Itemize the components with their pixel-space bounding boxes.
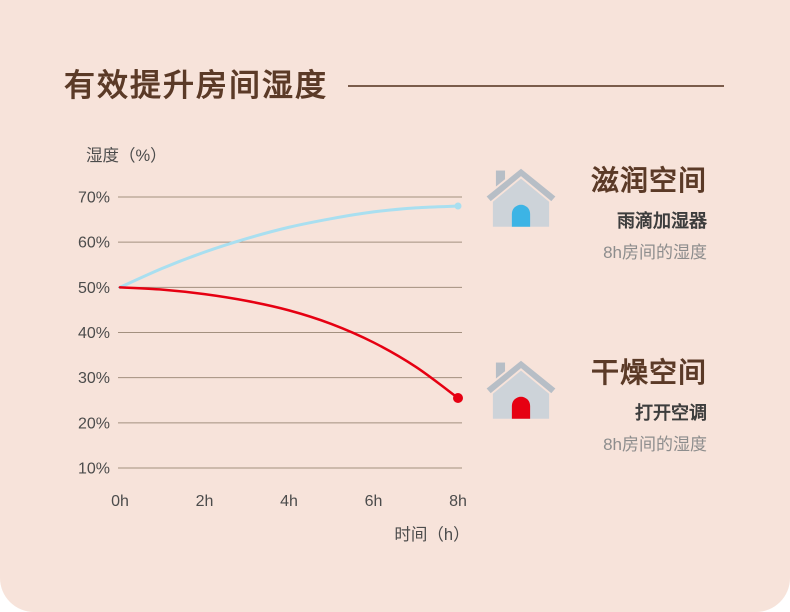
annotation-title: 干燥空间 — [590, 357, 707, 388]
annotation-line1: 打开空调 — [635, 402, 707, 423]
annotation-text: 滋润空间 雨滴加湿器 8h房间的湿度 — [573, 164, 707, 263]
y-tick-label: 50% — [78, 280, 110, 297]
chimney — [495, 362, 506, 383]
annotation-line2: 8h房间的湿度 — [603, 242, 707, 262]
y-tick-label: 60% — [78, 235, 110, 252]
series-end-dot — [454, 202, 462, 210]
x-tick-label: 4h — [280, 493, 298, 510]
x-tick-label: 2h — [196, 493, 214, 510]
y-tick-label: 40% — [78, 325, 110, 342]
y-tick-label: 10% — [78, 461, 110, 478]
house-icon — [483, 358, 559, 419]
house-door-blue — [511, 204, 531, 227]
chimney — [495, 170, 506, 191]
annotation-line2: 8h房间的湿度 — [603, 434, 707, 454]
annotation-humid-space: 滋润空间 雨滴加湿器 8h房间的湿度 — [483, 164, 707, 263]
series-end-dot — [453, 392, 463, 403]
series-line — [118, 286, 460, 400]
x-axis-label: 时间（h） — [394, 525, 469, 544]
house-roof — [483, 358, 559, 396]
page-title: 有效提升房间湿度 — [64, 68, 328, 103]
annotation-text: 干燥空间 打开空调 8h房间的湿度 — [573, 356, 707, 455]
y-tick-label: 20% — [78, 415, 110, 432]
title-rule — [348, 84, 724, 87]
house-door-red — [511, 396, 531, 419]
humidity-chart-svg: 70% 60% 50% 40% 30% 20% 10%0h 2h 4h 6h 8h 湿度（%） 时间（h… — [78, 146, 470, 544]
house-roof — [483, 166, 559, 204]
header: 有效提升房间湿度 — [64, 60, 724, 105]
x-tick-label: 8h — [449, 493, 467, 510]
series-line — [118, 204, 460, 289]
y-tick-label: 70% — [78, 190, 110, 207]
annotation-title: 滋润空间 — [590, 165, 707, 196]
humidity-chart: 70% 60% 50% 40% 30% 20% 10% 0h 2h 4h 6h 8h 湿度（%） 时间（h… — [30, 130, 520, 570]
x-tick-label: 0h — [111, 493, 129, 510]
y-axis-label: 湿度（%） — [86, 146, 167, 165]
y-tick-label: 30% — [78, 370, 110, 387]
house-icon — [483, 166, 559, 227]
annotation-dry-space: 干燥空间 打开空调 8h房间的湿度 — [483, 356, 707, 455]
x-tick-label: 6h — [365, 493, 383, 510]
annotation-line1: 雨滴加湿器 — [617, 210, 707, 231]
